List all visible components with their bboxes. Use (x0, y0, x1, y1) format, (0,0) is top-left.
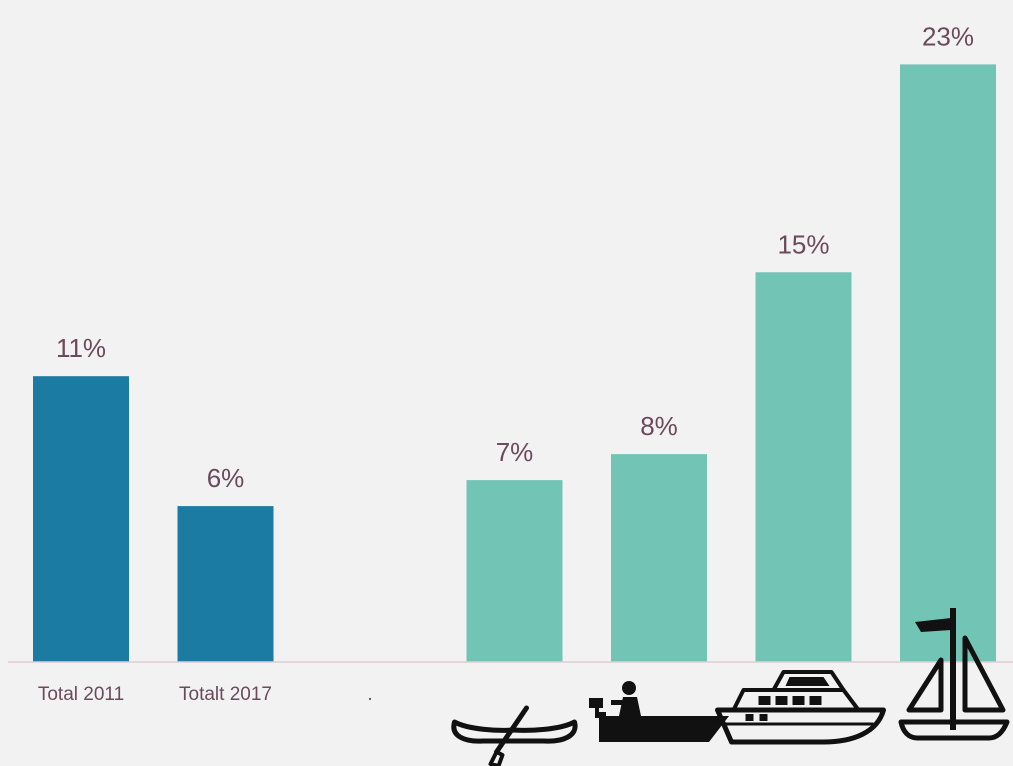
canoe-icon (454, 708, 575, 766)
motor-cruiser-icon (718, 672, 884, 742)
bar-5 (755, 272, 852, 662)
value-label-6: 23% (922, 21, 974, 51)
value-label-5: 15% (777, 229, 829, 259)
category-label-2: . (367, 684, 372, 705)
bar-3 (466, 480, 563, 662)
bars-group (33, 64, 996, 662)
value-label-4: 8% (640, 411, 678, 441)
value-label-1: 6% (207, 463, 245, 493)
bar-6 (900, 64, 996, 662)
category-labels-group: Total 2011 Totalt 2017. (38, 684, 373, 705)
bar-1 (177, 506, 274, 662)
value-label-0: 11% (56, 333, 106, 363)
bar-4 (611, 454, 707, 662)
value-labels-group: 11% 6% 7% 8% 15% 23% (56, 21, 974, 493)
category-label-0: Total 2011 (38, 684, 124, 705)
value-label-3: 7% (496, 437, 534, 467)
category-label-1: Totalt 2017 (179, 684, 272, 705)
bar-0 (33, 376, 129, 662)
small-motorboat-icon (589, 681, 729, 742)
